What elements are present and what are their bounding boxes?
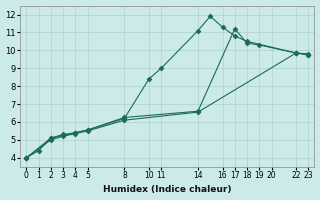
X-axis label: Humidex (Indice chaleur): Humidex (Indice chaleur) — [103, 185, 232, 194]
